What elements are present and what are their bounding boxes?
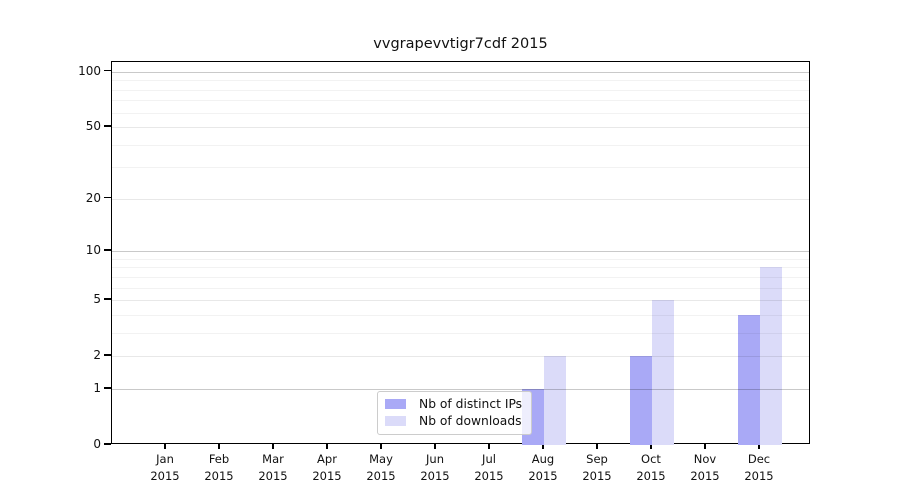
legend-label-downloads: Nb of downloads bbox=[419, 414, 522, 429]
y-tick-label: 1 bbox=[93, 380, 101, 395]
y-tick-mark bbox=[104, 70, 111, 72]
y-tick-label: 50 bbox=[85, 119, 101, 134]
x-tick-mark bbox=[164, 444, 166, 449]
legend-entry-downloads: Nb of downloads bbox=[385, 414, 522, 429]
y-tick-mark bbox=[104, 354, 111, 356]
gridline-minor bbox=[112, 144, 809, 146]
x-tick-mark bbox=[758, 444, 760, 449]
x-tick-label: May 2015 bbox=[366, 452, 396, 484]
bar-distinct-ips bbox=[738, 314, 760, 445]
x-tick-label: Jun 2015 bbox=[420, 452, 450, 484]
y-tick-label: 20 bbox=[85, 190, 101, 205]
x-tick-label: Jul 2015 bbox=[474, 452, 504, 484]
gridline-minor bbox=[112, 167, 809, 169]
legend: Nb of distinct IPs Nb of downloads bbox=[377, 391, 533, 435]
gridline bbox=[112, 71, 809, 73]
y-tick-mark bbox=[104, 197, 111, 199]
legend-swatch-distinct-ips bbox=[385, 399, 406, 410]
x-tick-mark bbox=[704, 444, 706, 449]
y-tick-label: 2 bbox=[93, 348, 101, 363]
gridline-minor bbox=[112, 100, 809, 102]
gridline bbox=[112, 127, 809, 129]
gridline bbox=[112, 388, 809, 390]
bar-downloads bbox=[544, 356, 566, 445]
x-tick-label: Sep 2015 bbox=[582, 452, 612, 484]
x-tick-mark bbox=[650, 444, 652, 449]
gridline-minor bbox=[112, 112, 809, 114]
x-tick-mark bbox=[380, 444, 382, 449]
x-tick-mark bbox=[272, 444, 274, 449]
y-tick-label: 10 bbox=[85, 243, 101, 258]
x-tick-label: Feb 2015 bbox=[204, 452, 234, 484]
x-tick-mark bbox=[434, 444, 436, 449]
gridline bbox=[112, 356, 809, 358]
x-tick-label: Dec 2015 bbox=[744, 452, 774, 484]
x-tick-label: Nov 2015 bbox=[690, 452, 720, 484]
gridline-minor bbox=[112, 287, 809, 289]
gridline-minor bbox=[112, 267, 809, 269]
legend-swatch-downloads bbox=[385, 416, 406, 427]
gridline bbox=[112, 251, 809, 253]
x-tick-label: Aug 2015 bbox=[528, 452, 558, 484]
x-tick-label: Jan 2015 bbox=[150, 452, 180, 484]
gridline bbox=[112, 198, 809, 200]
legend-entry-distinct-ips: Nb of distinct IPs bbox=[385, 398, 522, 410]
x-tick-label: Apr 2015 bbox=[312, 452, 342, 484]
gridline-minor bbox=[112, 276, 809, 278]
gridline bbox=[112, 300, 809, 302]
y-tick-label: 100 bbox=[78, 63, 101, 78]
y-tick-mark bbox=[104, 443, 111, 445]
y-tick-mark bbox=[104, 249, 111, 251]
y-tick-mark bbox=[104, 125, 111, 127]
gridline-minor bbox=[112, 89, 809, 91]
legend-label-distinct-ips: Nb of distinct IPs bbox=[419, 397, 523, 411]
x-tick-mark bbox=[596, 444, 598, 449]
bar-downloads bbox=[760, 267, 782, 445]
gridline-minor bbox=[112, 314, 809, 316]
x-tick-mark bbox=[218, 444, 220, 449]
y-tick-label: 5 bbox=[93, 292, 101, 307]
x-tick-mark bbox=[326, 444, 328, 449]
gridline-minor bbox=[112, 332, 809, 334]
bar-distinct-ips bbox=[630, 356, 652, 445]
gridline-minor bbox=[112, 258, 809, 260]
x-tick-mark bbox=[542, 444, 544, 449]
x-tick-mark bbox=[488, 444, 490, 449]
gridline-minor bbox=[112, 80, 809, 82]
y-tick-label: 0 bbox=[93, 437, 101, 451]
y-tick-mark bbox=[104, 387, 111, 389]
plot-area bbox=[111, 61, 810, 445]
chart-title: vvgrapevvtigr7cdf 2015 bbox=[373, 36, 548, 52]
y-tick-mark bbox=[104, 298, 111, 300]
x-tick-label: Oct 2015 bbox=[636, 452, 666, 484]
bar-downloads bbox=[652, 300, 674, 445]
x-tick-label: Mar 2015 bbox=[258, 452, 288, 484]
